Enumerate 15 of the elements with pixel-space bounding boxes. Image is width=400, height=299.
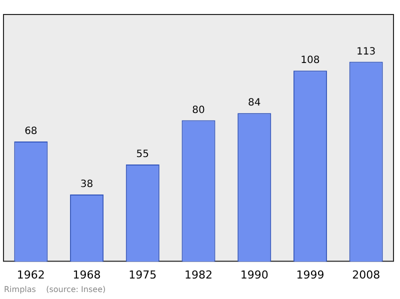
data-label: 38 xyxy=(80,179,94,190)
x-tick-label: 1982 xyxy=(184,268,212,282)
x-tick-label: 1962 xyxy=(16,268,45,282)
data-label: 113 xyxy=(356,46,376,58)
data-label: 108 xyxy=(300,55,320,66)
data-label: 80 xyxy=(192,104,205,116)
x-tick-label: 1999 xyxy=(296,268,324,282)
data-label: 84 xyxy=(248,98,261,109)
data-label: 55 xyxy=(136,149,150,160)
data-label: 68 xyxy=(24,126,38,138)
x-tick-label: 1975 xyxy=(128,268,157,282)
x-tick-label: 1990 xyxy=(240,268,268,282)
x-tick-label: 1968 xyxy=(72,268,101,282)
x-tick-label: 2008 xyxy=(352,268,380,282)
text: Rimplas (source: Insee) xyxy=(4,285,106,294)
